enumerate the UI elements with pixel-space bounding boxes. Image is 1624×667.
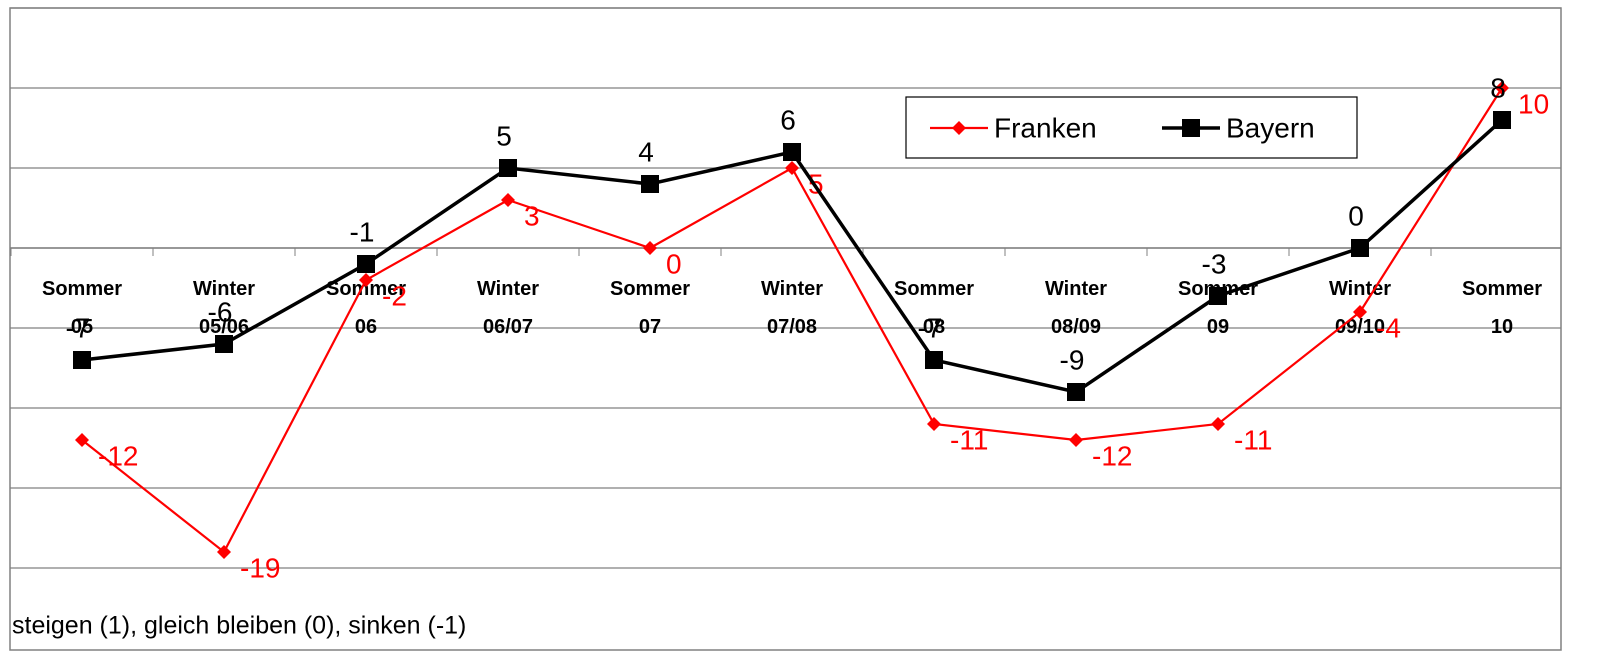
point (1353, 305, 1367, 319)
x-tick-label: Sommer 06 (326, 278, 406, 338)
x-tick-label: Winter 06/07 (477, 278, 539, 338)
data-label: 10 (1518, 88, 1549, 119)
data-label: 4 (638, 136, 654, 167)
data-label: -2 (382, 280, 407, 311)
point (1493, 111, 1511, 129)
point (217, 545, 231, 559)
data-label: -7 (918, 312, 943, 343)
point (927, 417, 941, 431)
legend: Franken Bayern (905, 96, 1358, 159)
point (501, 193, 515, 207)
point (783, 143, 801, 161)
data-label: 0 (666, 248, 682, 279)
data-label: 8 (1490, 72, 1506, 103)
data-label: -6 (208, 296, 233, 327)
data-label: -1 (350, 216, 375, 247)
x-tick-label: Winter 07/08 (761, 278, 823, 338)
data-label: 3 (524, 200, 540, 231)
data-label: -4 (1376, 312, 1401, 343)
x-tick-label: Sommer 05 (42, 278, 122, 338)
x-tick-label: Sommer 07 (610, 278, 690, 338)
note: steigen (1), gleich bleiben (0), sinken … (12, 612, 466, 640)
point (73, 351, 91, 369)
data-label: 5 (496, 120, 512, 151)
point (357, 255, 375, 273)
point (641, 175, 659, 193)
x-tick-label: Winter 08/09 (1045, 278, 1107, 338)
data-label: 0 (1348, 200, 1364, 231)
point (1351, 239, 1369, 257)
data-label: -12 (98, 440, 138, 471)
point (1069, 433, 1083, 447)
point (1209, 287, 1227, 305)
x-tick-label: Sommer 10 (1462, 278, 1542, 338)
series (73, 111, 1511, 401)
legend-marker (1182, 119, 1200, 137)
data-label: -11 (950, 424, 988, 455)
series (75, 81, 1509, 559)
data-label: -11 (1234, 424, 1272, 455)
data-label: -7 (66, 312, 91, 343)
point (1211, 417, 1225, 431)
point (1495, 81, 1509, 95)
point (75, 433, 89, 447)
data-label: -9 (1060, 344, 1085, 375)
legend-label: Bayern (1226, 112, 1315, 143)
point (499, 159, 517, 177)
point (215, 335, 233, 353)
x-tick-label: Sommer 08 (894, 278, 974, 338)
x-tick-label: Winter 05/06 (193, 278, 255, 338)
legend-marker (952, 121, 966, 135)
point (359, 273, 373, 287)
point (785, 161, 799, 175)
point (643, 241, 657, 255)
data-label: -19 (240, 552, 280, 583)
legend-label: Franken (994, 112, 1097, 143)
data-label: -12 (1092, 440, 1132, 471)
point (925, 351, 943, 369)
point (1067, 383, 1085, 401)
data-label: 6 (780, 104, 796, 135)
data-label: -3 (1202, 248, 1227, 279)
